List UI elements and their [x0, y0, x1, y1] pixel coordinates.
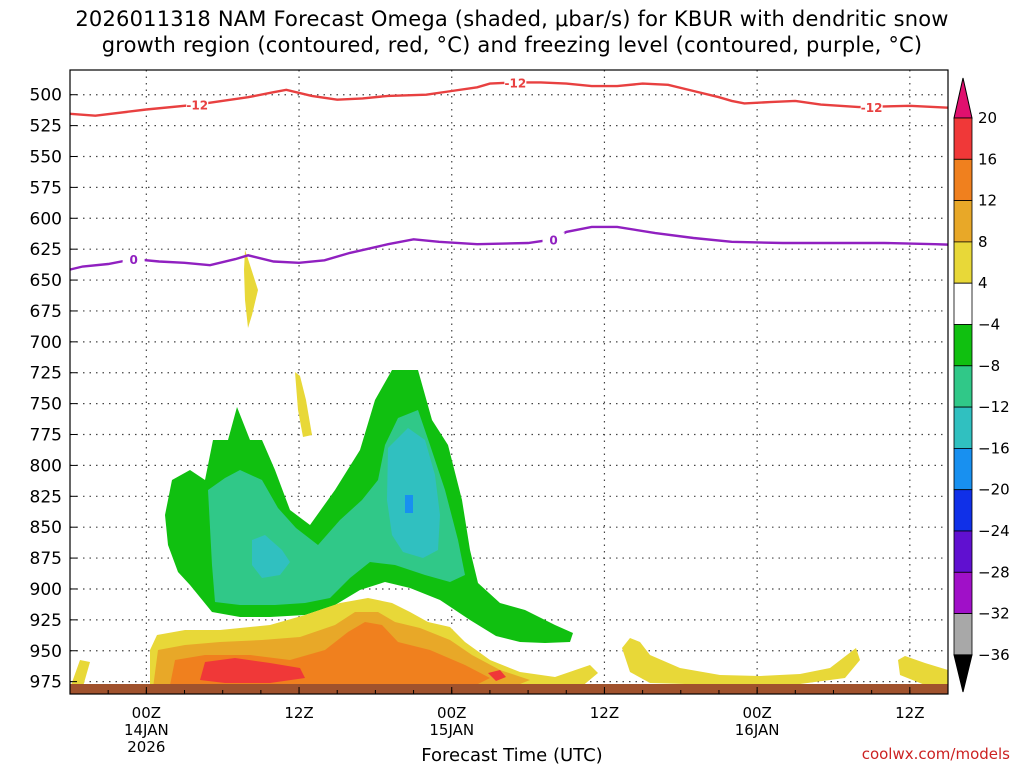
y-tick-label: 975 — [30, 673, 62, 693]
colorbar-swatch — [953, 613, 973, 656]
colorbar-label: 8 — [978, 233, 988, 251]
y-tick-label: 625 — [30, 240, 62, 260]
colorbar-bottom-arrow — [953, 654, 973, 693]
x-tick-label: 15JAN — [429, 721, 474, 739]
y-tick-label: 750 — [30, 395, 62, 415]
terrain-ground — [70, 684, 948, 694]
site-credit: coolwx.com/models — [861, 745, 1010, 763]
colorbar-swatch — [953, 406, 973, 449]
colorbar-swatch — [953, 324, 973, 367]
colorbar-swatch — [953, 571, 973, 614]
colorbar-label: 4 — [978, 274, 988, 292]
colorbar-swatch — [953, 158, 973, 202]
colorbar: 20 16 12 8 4 −4 −8 −12 −16 −20 −24 −28 −32 −36 — [953, 77, 1010, 693]
x-tick-label: 00Z — [132, 704, 161, 722]
x-tick-label: 16JAN — [735, 721, 780, 739]
contour-freezing-level-0C — [70, 225, 948, 271]
contour-label: -12 — [505, 76, 527, 90]
colorbar-label: −4 — [978, 316, 1000, 334]
y-tick-label: 875 — [30, 549, 62, 569]
contour-label-bg — [122, 252, 145, 266]
plot-frame — [69, 69, 949, 695]
contour-label-bg — [542, 232, 565, 246]
colorbar-label: −28 — [978, 563, 1010, 581]
colorbar-swatch — [953, 117, 973, 160]
x-axis-title: Forecast Time (UTC) — [421, 745, 603, 766]
y-tick-label: 575 — [30, 178, 62, 198]
colorbar-label: −16 — [978, 439, 1010, 457]
colorbar-label: −24 — [978, 522, 1010, 540]
y-tick-label: 900 — [30, 580, 62, 600]
colorbar-swatch — [953, 530, 973, 573]
x-tick-label: 00Z — [742, 704, 771, 722]
contour-dendritic-12C — [70, 81, 948, 117]
y-tick-label: 600 — [30, 209, 62, 229]
contour-label: -12 — [186, 99, 208, 113]
omega-red-region — [200, 658, 305, 683]
y-tick-label: 825 — [30, 487, 62, 507]
contour-label: 0 — [129, 253, 137, 267]
y-tick-label: 800 — [30, 456, 62, 476]
axes: 500 525 550 575 600 625 650 675 700 725 750 775 800 8… — [30, 86, 949, 756]
contour-label-bg — [186, 97, 209, 111]
y-tick-label: 925 — [30, 611, 62, 631]
colorbar-label: −32 — [978, 605, 1010, 623]
omega-yellow-right-2 — [898, 656, 948, 688]
y-tick-label: 700 — [30, 333, 62, 353]
colorbar-label: 16 — [978, 150, 997, 168]
contour-label: 0 — [549, 233, 557, 247]
omega-shading — [70, 250, 948, 690]
y-tick-label: 525 — [30, 117, 62, 137]
colorbar-swatch — [953, 365, 973, 408]
omega-yellow-streak-2 — [295, 372, 312, 437]
y-tick-label: 725 — [30, 364, 62, 384]
colorbar-swatch — [953, 241, 973, 284]
y-tick-label: 950 — [30, 642, 62, 662]
contour-lines: -12-12-12000 — [70, 75, 972, 271]
x-tick-label: 12Z — [895, 704, 924, 722]
omega-yellow-right-1 — [622, 638, 860, 685]
y-tick-label: 500 — [30, 86, 62, 106]
contour-label: -12 — [861, 101, 883, 115]
y-tick-label: 550 — [30, 147, 62, 167]
y-tick-label: 650 — [30, 271, 62, 291]
y-tick-label: 850 — [30, 518, 62, 538]
colorbar-swatch — [953, 489, 973, 532]
omega-blue-spot — [405, 495, 413, 513]
contour-label-bg — [504, 75, 527, 89]
x-tick-label: 12Z — [590, 704, 619, 722]
omega-red-dot — [488, 670, 506, 681]
omega-yellow-left — [70, 660, 90, 690]
chart-title: 2026011318 NAM Forecast Omega (shaded, μ… — [75, 7, 949, 57]
colorbar-swatch — [953, 282, 973, 325]
colorbar-swatch — [953, 200, 973, 243]
omega-cyan-spot — [252, 535, 290, 578]
omega-cyan-region — [387, 428, 440, 558]
colorbar-label: −12 — [978, 398, 1010, 416]
colorbar-label: 20 — [978, 109, 997, 127]
x-tick-label: 14JAN — [124, 721, 169, 739]
colorbar-label: 12 — [978, 192, 997, 210]
colorbar-swatch — [953, 447, 973, 491]
colorbar-label: −20 — [978, 481, 1010, 499]
x-tick-label: 2026 — [127, 738, 165, 756]
y-tick-label: 775 — [30, 426, 62, 446]
colorbar-label: −8 — [978, 357, 1000, 375]
colorbar-top-arrow — [953, 77, 973, 119]
x-tick-label: 00Z — [437, 704, 466, 722]
omega-yellow-streak-1 — [244, 250, 258, 328]
x-tick-label: 12Z — [284, 704, 313, 722]
contour-label-bg — [860, 99, 883, 113]
colorbar-label: −36 — [978, 646, 1010, 664]
y-tick-label: 675 — [30, 302, 62, 322]
